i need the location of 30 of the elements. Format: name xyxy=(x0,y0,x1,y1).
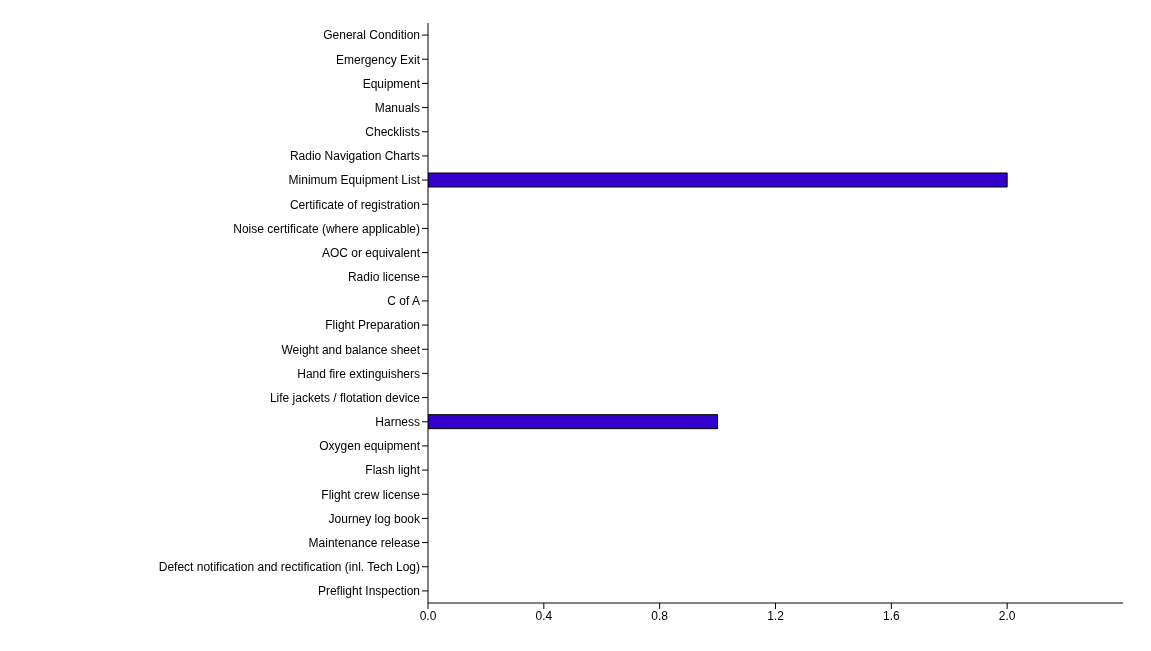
y-tick-label: Flight crew license xyxy=(321,487,421,502)
y-tick-label: Flash light xyxy=(365,463,421,478)
y-tick-label: Noise certificate (where applicable) xyxy=(233,221,420,236)
y-tick-label: Oxygen equipment xyxy=(319,439,421,454)
y-tick-label: Checklists xyxy=(365,125,420,140)
y-tick-label: General Condition xyxy=(323,28,420,43)
y-tick-label: Journey log book xyxy=(328,511,421,526)
x-tick-label: 0.8 xyxy=(651,608,669,623)
y-tick-label: Radio license xyxy=(347,270,421,285)
y-tick-label: Minimum Equipment List xyxy=(288,173,421,188)
y-tick-label: Hand fire extinguishers xyxy=(297,366,420,381)
y-tick-label: Maintenance release xyxy=(308,535,421,550)
y-tick-label: Equipment xyxy=(362,76,421,91)
y-tick-label: Preflight Inspection xyxy=(317,584,420,599)
x-tick-label: 1.2 xyxy=(767,608,785,623)
y-tick-label: C of A xyxy=(387,294,420,309)
y-tick-label: Flight Preparation xyxy=(325,318,420,333)
y-tick-label: Life jackets / flotation device xyxy=(269,390,421,405)
x-tick-label: 2.0 xyxy=(998,608,1016,623)
x-tick-label: 0.4 xyxy=(535,608,553,623)
y-tick-label: Emergency Exit xyxy=(335,52,421,67)
y-tick-label: Harness xyxy=(375,415,420,430)
y-tick-label: AOC or equivalent xyxy=(321,245,421,260)
y-tick-label: Certificate of registration xyxy=(289,197,420,212)
x-tick-label: 1.6 xyxy=(882,608,900,623)
y-tick-label: Radio Navigation Charts xyxy=(289,149,420,164)
y-tick-label: Manuals xyxy=(374,100,420,115)
y-tick-label: Weight and balance sheet xyxy=(281,342,421,357)
y-tick-label: Defect notification and rectification (inl. Tech Log) xyxy=(158,560,420,575)
x-tick-label: 0.0 xyxy=(419,608,437,623)
